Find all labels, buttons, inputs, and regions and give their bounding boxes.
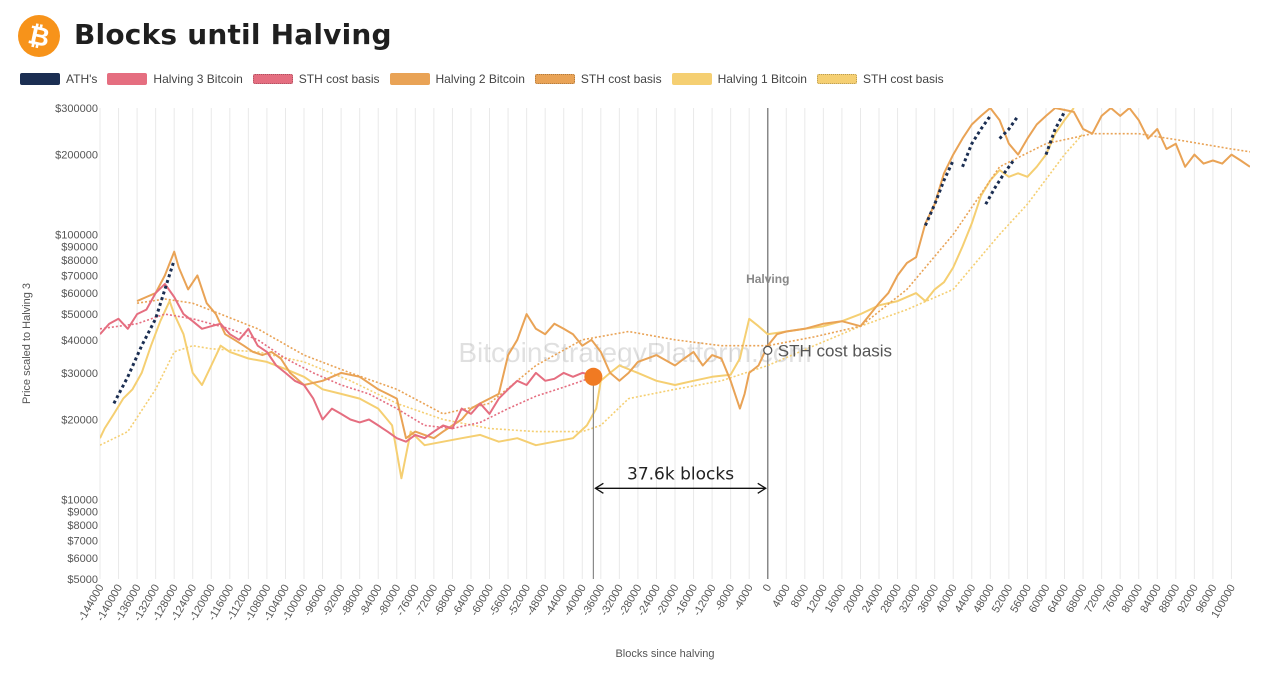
annotation-label: 37.6k blocks (627, 464, 734, 484)
y-tick-label: $300000 (55, 103, 98, 115)
y-tick-label: $20000 (61, 415, 98, 427)
y-tick-label: $80000 (61, 255, 98, 267)
legend-label: STH cost basis (862, 72, 944, 86)
x-tick-label: 4000 (770, 583, 793, 610)
y-axis-title: Price scaled to Halving 3 (21, 283, 33, 404)
legend-label: ATH's (66, 72, 98, 86)
legend-item[interactable]: STH cost basis (534, 72, 662, 86)
series-group (100, 108, 1250, 480)
ath-segment (961, 115, 992, 168)
legend-item[interactable]: Halving 2 Bitcoin (389, 72, 525, 86)
series-line-sth-cost-basis-halving-2- (136, 132, 1250, 415)
legend-swatch (671, 73, 712, 85)
legend-swatch (534, 74, 575, 84)
series-line-sth-cost-basis-halving-3- (100, 313, 594, 430)
arrow-left-head-icon (594, 482, 604, 494)
y-tick-label: $7000 (67, 535, 98, 547)
bitcoin-logo-icon: ₿ (18, 15, 60, 57)
floating-label-dot (763, 345, 773, 355)
y-tick-label: $100000 (55, 229, 98, 241)
halving-label: Halving (746, 272, 789, 286)
floating-sth-label: STH cost basis (778, 341, 892, 360)
y-tick-label: $40000 (61, 335, 98, 347)
legend-label: Halving 1 Bitcoin (717, 72, 807, 86)
legend-label: STH cost basis (580, 72, 662, 86)
y-tick-label: $6000 (67, 553, 98, 565)
legend-swatch (252, 74, 293, 84)
watermark: BitcoinStrategyPlatform.com (458, 337, 811, 368)
y-tick-label: $70000 (61, 270, 98, 282)
chart-legend: ATH's Halving 3 Bitcoin STH cost basis Halv… (20, 72, 954, 86)
series-line-halving-3-bitcoin (100, 282, 595, 443)
legend-label: Halving 2 Bitcoin (435, 72, 525, 86)
legend-label: Halving 3 Bitcoin (153, 72, 243, 86)
y-tick-label: $90000 (61, 242, 98, 254)
y-tick-label: $8000 (67, 520, 98, 532)
current-position-marker (584, 367, 603, 386)
y-tick-label: $30000 (61, 368, 98, 380)
legend-item[interactable]: Halving 3 Bitcoin (107, 72, 243, 86)
arrow-right-head-icon (757, 482, 767, 494)
ath-segment (112, 259, 176, 405)
legend-item[interactable]: Halving 1 Bitcoin (671, 72, 807, 86)
series-line-sth-cost-basis-halving-1- (100, 133, 1084, 446)
legend-item[interactable]: ATH's (20, 72, 97, 86)
y-tick-label: $60000 (61, 288, 98, 300)
page-title: Blocks until Halving (74, 18, 392, 51)
y-tick-label: $50000 (61, 309, 98, 321)
x-axis-title: Blocks since halving (615, 648, 714, 660)
legend-swatch (107, 73, 148, 85)
legend-item[interactable]: STH cost basis (252, 72, 380, 86)
y-tick-label: $10000 (61, 494, 98, 506)
legend-item[interactable]: STH cost basis (816, 72, 944, 86)
ath-segment (924, 159, 955, 227)
y-tick-label: $200000 (55, 150, 98, 162)
y-tick-label: $5000 (67, 574, 98, 586)
series-line-halving-1-bitcoin (100, 108, 1075, 480)
ath-segment (998, 115, 1020, 140)
legend-label: STH cost basis (298, 72, 380, 86)
legend-swatch (816, 74, 857, 84)
legend-swatch (20, 73, 60, 85)
y-tick-label: $9000 (67, 506, 98, 518)
legend-swatch (389, 73, 430, 85)
x-tick-label: 0 (761, 583, 774, 594)
x-tick-label: -4000 (731, 583, 755, 613)
ath-segment (984, 159, 1015, 205)
